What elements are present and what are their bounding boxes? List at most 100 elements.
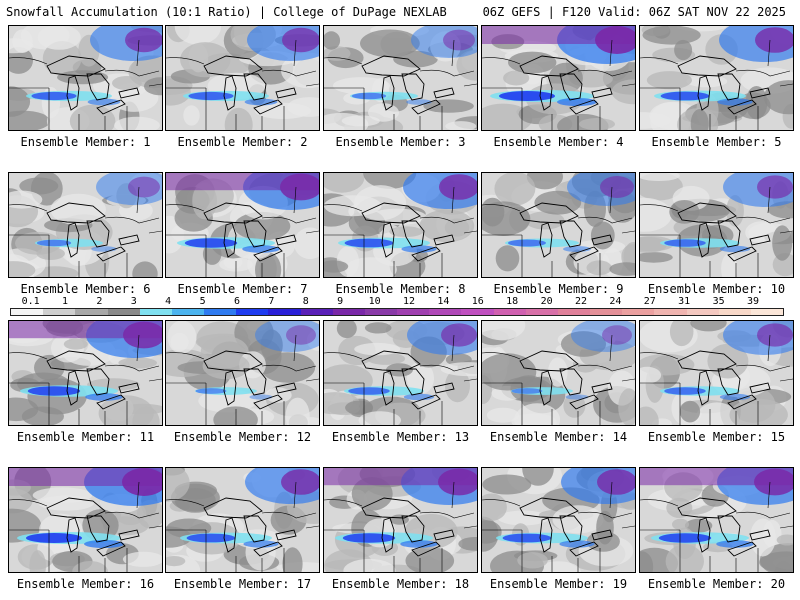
colorbar-segment xyxy=(75,309,108,315)
colorbar-segment xyxy=(139,309,172,315)
snowfall-colorbar xyxy=(10,308,784,316)
ensemble-member-label: Ensemble Member: 14 xyxy=(489,430,628,444)
ensemble-member-label: Ensemble Member: 12 xyxy=(173,430,312,444)
ensemble-member-panel[interactable] xyxy=(323,467,478,573)
ensemble-member-label: Ensemble Member: 3 xyxy=(335,135,466,149)
ensemble-member-label: Ensemble Member: 8 xyxy=(335,282,466,296)
ensemble-member-label: Ensemble Member: 2 xyxy=(177,135,308,149)
snowfall-map xyxy=(324,173,477,277)
map-title: Snowfall Accumulation (10:1 Ratio) | Col… xyxy=(6,5,447,19)
colorbar-tick-label: 7 xyxy=(268,296,275,307)
colorbar-tick-label: 2 xyxy=(96,296,103,307)
ensemble-member-panel[interactable] xyxy=(323,320,478,426)
snowfall-map xyxy=(9,321,162,425)
colorbar-tick-label: 18 xyxy=(506,296,519,307)
colorbar-segment xyxy=(236,309,269,315)
colorbar-segment xyxy=(622,309,655,315)
colorbar-segment xyxy=(397,309,430,315)
ensemble-member-label: Ensemble Member: 16 xyxy=(16,577,155,591)
colorbar-tick-label: 22 xyxy=(574,296,588,307)
ensemble-member-panel[interactable] xyxy=(639,172,794,278)
colorbar-tick-label: 8 xyxy=(302,296,309,307)
ensemble-member-label: Ensemble Member: 18 xyxy=(331,577,470,591)
snowfall-map xyxy=(166,26,319,130)
snowfall-map xyxy=(9,26,162,130)
ensemble-member-panel[interactable] xyxy=(481,320,636,426)
ensemble-member-panel[interactable] xyxy=(165,467,320,573)
colorbar-tick-label: 6 xyxy=(233,296,241,307)
colorbar-segment xyxy=(686,309,719,315)
ensemble-member-label: Ensemble Member: 9 xyxy=(493,282,624,296)
colorbar-tick-label: 20 xyxy=(540,296,553,307)
colorbar-segment xyxy=(171,309,205,315)
ensemble-member-panel[interactable] xyxy=(8,320,163,426)
colorbar-segment xyxy=(557,309,591,315)
ensemble-member-panel[interactable] xyxy=(639,320,794,426)
colorbar-tick-label: 0.1 xyxy=(21,296,40,307)
colorbar-segment xyxy=(204,309,237,315)
colorbar-segment xyxy=(364,309,398,315)
colorbar-tick-label: 31 xyxy=(678,296,691,307)
ensemble-member-label: Ensemble Member: 11 xyxy=(16,430,155,444)
ensemble-member-panel[interactable] xyxy=(8,467,163,573)
colorbar-tick-label: 16 xyxy=(471,296,484,307)
colorbar-segment xyxy=(525,309,558,315)
snowfall-map xyxy=(640,468,793,572)
colorbar-segment xyxy=(750,309,784,315)
ensemble-member-panel[interactable] xyxy=(165,172,320,278)
ensemble-member-label: Ensemble Member: 19 xyxy=(489,577,628,591)
colorbar-segment xyxy=(332,309,365,315)
colorbar-tick-label: 1 xyxy=(61,296,69,307)
ensemble-member-panel[interactable] xyxy=(8,25,163,131)
ensemble-member-panel[interactable] xyxy=(165,320,320,426)
ensemble-member-label: Ensemble Member: 4 xyxy=(493,135,624,149)
ensemble-member-label: Ensemble Member: 6 xyxy=(20,282,151,296)
snowfall-map xyxy=(324,321,477,425)
colorbar-segment xyxy=(429,309,462,315)
colorbar-segment xyxy=(268,309,301,315)
snowfall-map xyxy=(9,173,162,277)
run-info: 06Z GEFS | F120 Valid: 06Z SAT NOV 22 20… xyxy=(482,5,786,19)
ensemble-member-panel[interactable] xyxy=(8,172,163,278)
snowfall-map xyxy=(482,173,635,277)
ensemble-member-panel[interactable] xyxy=(639,467,794,573)
ensemble-member-panel[interactable] xyxy=(481,25,636,131)
ensemble-member-label: Ensemble Member: 20 xyxy=(647,577,786,591)
colorbar-segment xyxy=(300,309,333,315)
ensemble-member-panel[interactable] xyxy=(481,467,636,573)
snowfall-map xyxy=(640,26,793,130)
ensemble-member-label: Ensemble Member: 15 xyxy=(647,430,786,444)
colorbar-segment xyxy=(461,309,494,315)
ensemble-member-label: Ensemble Member: 5 xyxy=(651,135,782,149)
colorbar-tick-label: 35 xyxy=(712,296,725,307)
snowfall-map xyxy=(640,173,793,277)
ensemble-member-panel[interactable] xyxy=(165,25,320,131)
ensemble-member-panel[interactable] xyxy=(323,25,478,131)
ensemble-member-panel[interactable] xyxy=(481,172,636,278)
colorbar-tick-label: 9 xyxy=(337,296,344,307)
colorbar-segment xyxy=(590,309,623,315)
colorbar-tick-label: 24 xyxy=(609,296,622,307)
colorbar-tick-label: 10 xyxy=(368,296,381,307)
snowfall-map xyxy=(324,468,477,572)
ensemble-member-panel[interactable] xyxy=(639,25,794,131)
snowfall-map xyxy=(640,321,793,425)
colorbar-segment xyxy=(11,309,44,315)
colorbar-segment xyxy=(107,309,140,315)
ensemble-member-panel[interactable] xyxy=(323,172,478,278)
colorbar-segment xyxy=(718,309,751,315)
colorbar-segment xyxy=(493,309,526,315)
ensemble-member-label: Ensemble Member: 7 xyxy=(177,282,308,296)
ensemble-member-label: Ensemble Member: 10 xyxy=(647,282,786,296)
colorbar-ticks: 0.1 1 2 3 4 5 6 7 8 9 10 12 14 16 18 20 22 24 27 31 35 39 xyxy=(10,296,784,308)
snowfall-map xyxy=(166,468,319,572)
colorbar-tick-label: 12 xyxy=(402,296,416,307)
snowfall-map xyxy=(9,468,162,572)
colorbar-tick-label: 5 xyxy=(199,296,206,307)
snowfall-map xyxy=(482,26,635,130)
snowfall-map xyxy=(482,468,635,572)
colorbar-tick-label: 14 xyxy=(437,296,450,307)
snowfall-map xyxy=(324,26,477,130)
colorbar-tick-label: 27 xyxy=(643,296,656,307)
colorbar-tick-label: 39 xyxy=(746,296,760,307)
